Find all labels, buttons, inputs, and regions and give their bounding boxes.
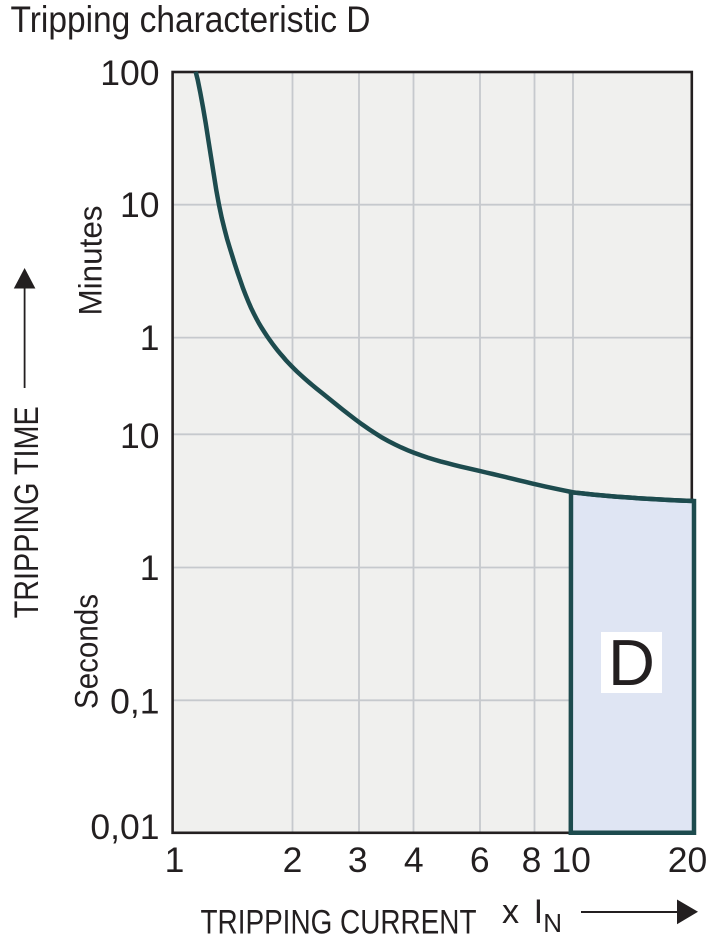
svg-text:Minutes: Minutes (73, 206, 109, 316)
svg-text:3: 3 (348, 840, 368, 880)
svg-text:D: D (608, 626, 655, 699)
svg-text:1: 1 (140, 548, 160, 588)
svg-text:8: 8 (522, 840, 542, 880)
svg-text:0,01: 0,01 (90, 807, 159, 847)
svg-text:2: 2 (283, 840, 303, 880)
svg-text:Seconds: Seconds (69, 594, 105, 709)
svg-text:10: 10 (551, 840, 591, 880)
svg-text:N: N (543, 908, 562, 938)
svg-text:1: 1 (165, 840, 185, 880)
svg-text:20: 20 (668, 840, 708, 880)
svg-text:I: I (534, 893, 544, 931)
svg-text:100: 100 (100, 53, 159, 93)
svg-text:Tripping characteristic D: Tripping characteristic D (11, 0, 371, 40)
svg-text:10: 10 (120, 185, 160, 225)
svg-text:TRIPPING CURRENT: TRIPPING CURRENT (201, 903, 477, 941)
svg-text:x: x (502, 893, 519, 931)
svg-text:TRIPPING TIME: TRIPPING TIME (8, 406, 46, 618)
svg-text:4: 4 (404, 840, 424, 880)
svg-text:0,1: 0,1 (110, 682, 159, 722)
svg-text:10: 10 (120, 416, 160, 456)
svg-text:1: 1 (140, 318, 160, 358)
svg-text:6: 6 (470, 840, 490, 880)
